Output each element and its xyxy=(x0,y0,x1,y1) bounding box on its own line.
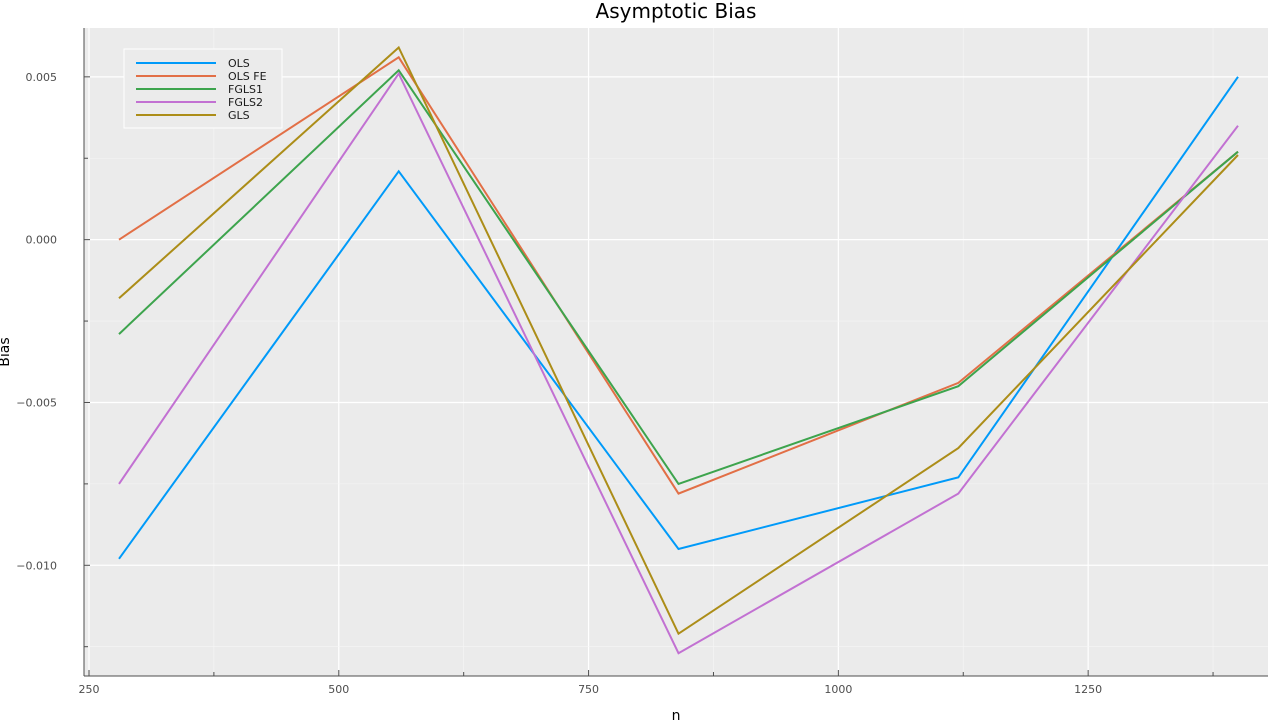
legend-label-gls: GLS xyxy=(228,109,250,122)
chart-title: Asymptotic Bias xyxy=(596,0,757,23)
x-tick-label: 1000 xyxy=(824,683,852,696)
series-line-gls xyxy=(118,45,1239,636)
legend-label-fgls1: FGLS1 xyxy=(228,83,263,96)
series-line-ols xyxy=(118,76,1239,560)
series-lines xyxy=(118,45,1239,655)
legend-label-ols: OLS xyxy=(228,57,250,70)
x-tick-label: 250 xyxy=(78,683,99,696)
y-tick-label: 0.000 xyxy=(26,234,58,247)
x-axis-title: n xyxy=(672,708,681,720)
plot-area xyxy=(84,28,1268,676)
series-line-fgls2 xyxy=(118,71,1239,655)
y-tick-label: −0.005 xyxy=(16,396,57,409)
x-tick-label: 1250 xyxy=(1074,683,1102,696)
y-axis-title: Bias xyxy=(0,337,13,366)
series-line-fgls1 xyxy=(118,68,1239,486)
x-tick-label: 750 xyxy=(578,683,599,696)
x-tick-label: 500 xyxy=(328,683,349,696)
legend-label-ols-fe: OLS FE xyxy=(228,70,267,83)
series-line-ols-fe xyxy=(118,55,1239,495)
y-tick-label: −0.010 xyxy=(16,559,57,572)
y-tick-label: 0.005 xyxy=(26,71,58,84)
axes: 250 500 750 1000 1250 0.005 0.000 −0.005 −0.010 xyxy=(16,28,1268,696)
legend-label-fgls2: FGLS2 xyxy=(228,96,263,109)
